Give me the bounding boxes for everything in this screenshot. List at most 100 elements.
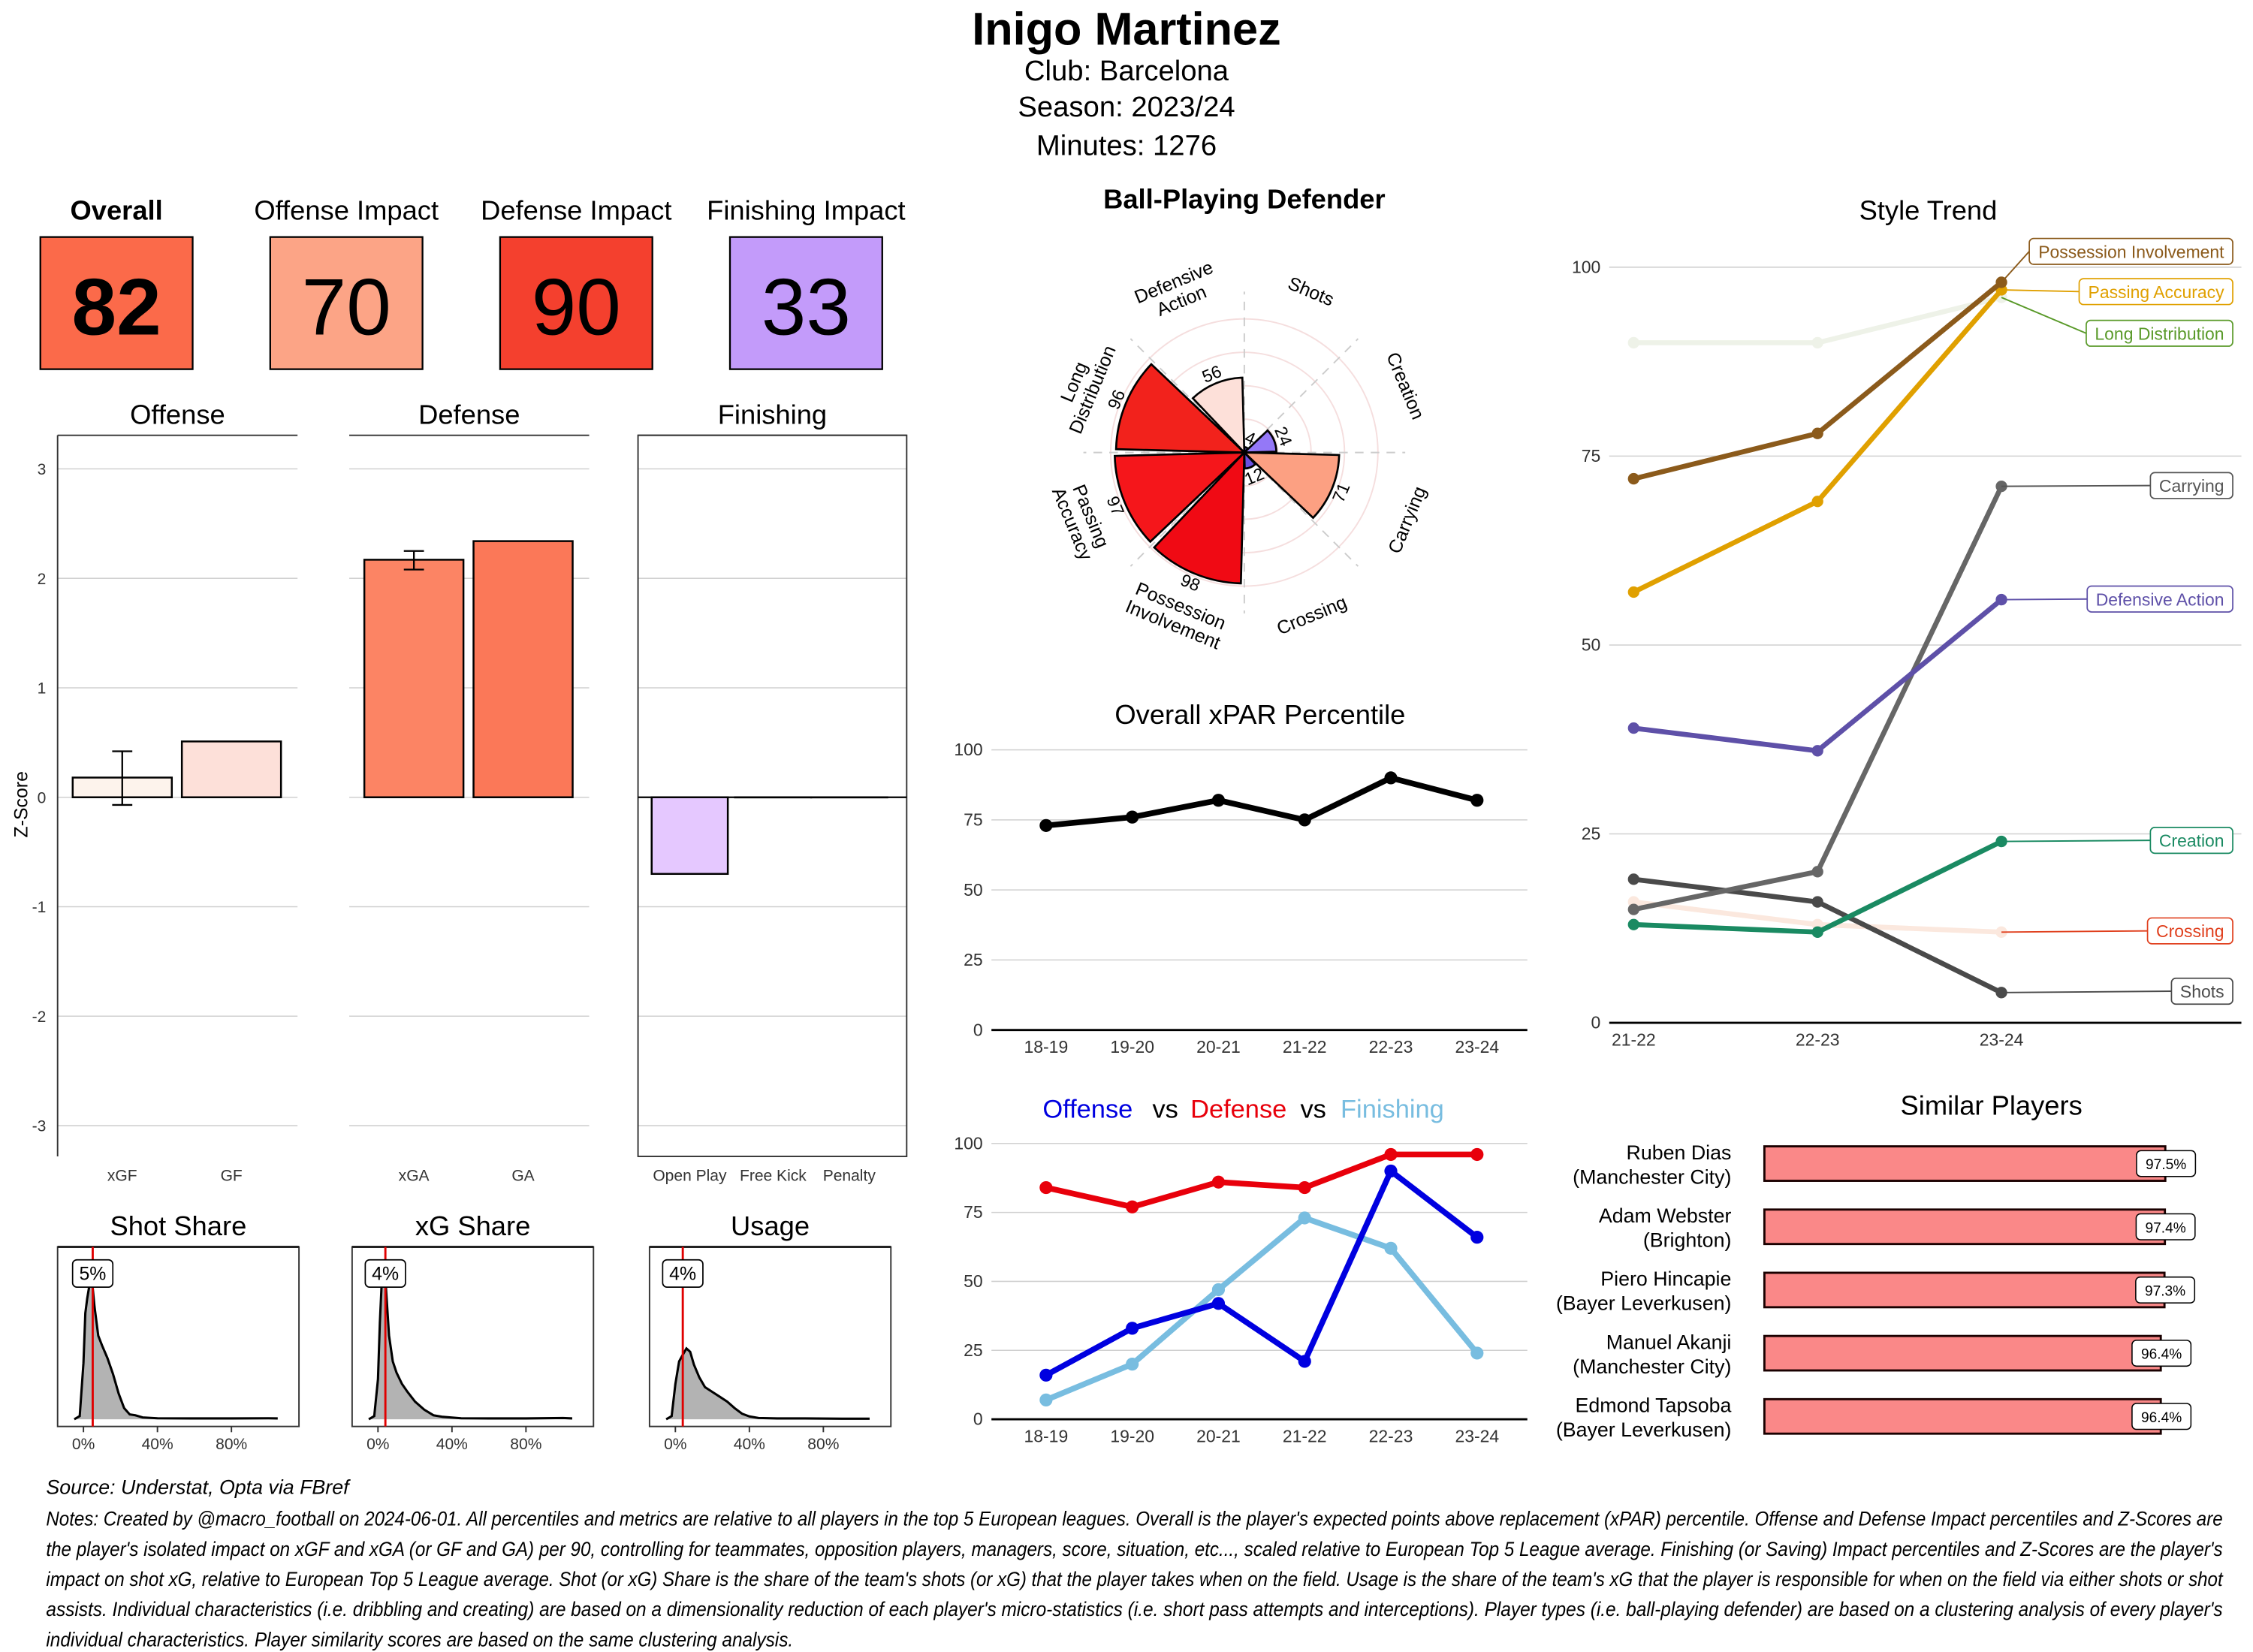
player-club: (Brighton) [1643,1229,1732,1252]
x-tick-label: xGF [107,1168,137,1185]
x-tick-label: 22-23 [1796,1030,1840,1050]
data-point [1384,1241,1398,1255]
x-tick-label: 0% [72,1436,95,1453]
x-tick-label: 20-21 [1196,1427,1241,1446]
data-point [1211,1175,1226,1189]
y-tick-label: 100 [954,740,982,759]
data-point [1126,1358,1139,1371]
data-point [1811,745,1823,757]
y-tick-label: 0 [973,1020,983,1039]
impact-label: Finishing Impact [707,195,906,226]
x-tick-label: Penalty [823,1168,876,1185]
y-tick-label: 50 [964,880,983,900]
y-axis-label: Z-Score [11,771,32,837]
x-tick-label: 23-24 [1980,1030,2024,1050]
spoke [1244,338,1359,454]
series-possession-involvement: Possession Involvement [1627,237,2233,485]
x-tick-label: 80% [216,1436,247,1453]
x-tick-label: 18-19 [1024,1427,1069,1446]
data-point [1126,1200,1139,1213]
panel-title: Finishing [718,399,827,430]
title-part: Defense [1190,1095,1286,1123]
data-point [1627,903,1639,915]
data-point [1470,1231,1484,1244]
label-leader-line [2001,930,2148,933]
season-text: Season: 2023/24 [1018,91,1235,123]
x-tick-label: 0% [366,1436,389,1453]
panel-title: xG Share [415,1210,530,1241]
series-line [1632,288,2004,595]
y-tick-label: 0 [973,1409,983,1429]
density-panel-usage: Usage 4% 0% 40% 80% [648,1210,892,1453]
offense-defense-finishing-chart: Offense vs Defense vs Finishing 100 75 50 25 0 18-… [954,1095,1528,1446]
density-area [665,1348,870,1420]
series-overall [1039,771,1484,832]
category-label: Carrying [1384,484,1431,557]
data-point [1627,873,1639,885]
spoke [1244,451,1359,567]
x-tick-label: 23-24 [1455,1037,1499,1057]
data-point [1811,896,1823,908]
similarity-value: 97.5% [2146,1157,2186,1173]
label-leader-line [2001,840,2151,843]
series-line [1045,1168,1479,1378]
marker-label: 5% [79,1264,106,1285]
data-point [1039,818,1053,832]
marker-label: 4% [372,1264,399,1285]
wedge-carrying [1241,451,1341,520]
x-tick-label: 20-21 [1196,1037,1241,1057]
data-point [1995,835,2007,848]
marker-label: 4% [669,1264,696,1285]
data-point [1211,794,1226,807]
wedge-possession-involvement [1152,450,1246,585]
similar-player-row: Edmond Tapsoba(Bayer Leverkusen) 96.4% [1556,1394,2192,1441]
impact-label: Defense Impact [481,195,671,226]
notes-line: the player's isolated impact on xGF and … [46,1538,2222,1560]
data-point [1126,810,1139,824]
spoke [1130,451,1245,567]
chart-title: Style Trend [1859,195,1998,226]
player-name: Adam Webster [1599,1204,1732,1227]
series-label: Crossing [2156,921,2224,941]
chart-title: Offense vs Defense vs Finishing [1042,1095,1443,1123]
x-tick-label: 18-19 [1024,1037,1069,1057]
club-text: Club: Barcelona [1024,55,1229,87]
series-line [1045,1215,1479,1403]
similar-player-row: Ruben Dias(Manchester City) 97.5% [1573,1141,2197,1188]
y-tick-label: 25 [964,950,983,969]
impact-label: Offense Impact [254,195,439,226]
x-tick-label: 21-22 [1612,1030,1656,1050]
impact-box [728,236,883,370]
category-label: Creation [1382,349,1428,423]
marker-label-box [71,1259,114,1288]
impact-value: 82 [72,262,161,352]
similarity-label-box [2131,1340,2192,1367]
data-point [1039,1393,1053,1406]
data-point [1384,771,1398,785]
density-area [368,1266,572,1420]
notes-text: Notes: Created by @macro_football on 202… [46,1508,2224,1651]
bar-xga [363,559,465,798]
x-tick-label: xGA [399,1168,430,1185]
series-defense [1039,1147,1484,1213]
impact-card: Defense Impact 90 [481,195,672,370]
bar-ga [472,540,574,798]
player-club: (Manchester City) [1573,1165,1731,1188]
y-tick-label: 75 [964,810,983,830]
player-name: Edmond Tapsoba [1576,1394,1732,1417]
series-crossing: Crossing [1627,896,2233,945]
data-point [1627,472,1639,485]
data-point [1811,496,1823,508]
series-defensive-action: Defensive Action [1627,585,2233,757]
style-trend-chart: Style Trend 100 75 50 25 0 21-22 22-23 23-24 Long… [1572,195,2242,1050]
y-tick-label: 0 [38,789,47,806]
zscore-panel-finishing: Finishing Open Play Free Kick Penalty [637,399,908,1185]
player-name: Inigo Martinez [972,3,1280,54]
impact-card: Finishing Impact 33 [707,195,906,370]
similarity-label-box [2136,1150,2197,1177]
x-tick-label: 19-20 [1110,1037,1154,1057]
series-finishing [1039,1211,1484,1406]
data-point [1995,987,2007,999]
